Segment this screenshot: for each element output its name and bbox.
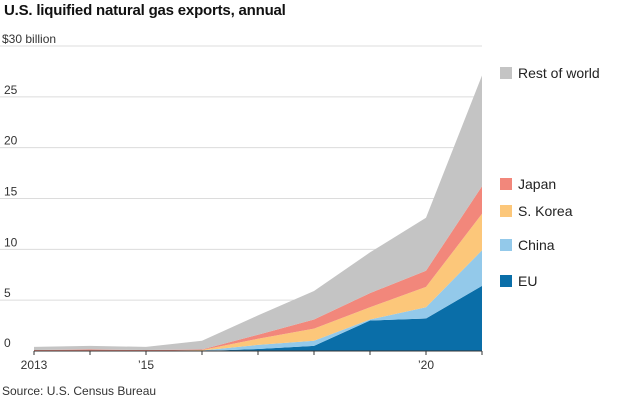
legend: Rest of world Japan S. Korea China EU xyxy=(500,65,600,289)
chart-title: U.S. liquified natural gas exports, annu… xyxy=(4,2,286,19)
y-tick-label-0: 0 xyxy=(4,336,11,350)
legend-swatch-s-korea xyxy=(500,205,512,217)
legend-label-japan: Japan xyxy=(518,176,556,192)
x-tick-label-2020: ’20 xyxy=(418,358,434,372)
y-tick-labels: 0 5 10 15 20 25 $30 billion xyxy=(2,32,56,350)
legend-swatch-japan xyxy=(500,178,512,190)
stacked-areas xyxy=(34,75,482,351)
x-tick-label-2015: ’15 xyxy=(138,358,154,372)
legend-swatch-rest-of-world xyxy=(500,67,512,79)
x-tick-labels: 2013 ’15 ’20 xyxy=(21,358,435,372)
legend-swatch-eu xyxy=(500,275,512,287)
y-tick-label-15: 15 xyxy=(4,185,18,199)
legend-label-eu: EU xyxy=(518,273,537,289)
y-tick-label-25: 25 xyxy=(4,83,18,97)
legend-swatch-china xyxy=(500,239,512,251)
y-tick-label-10: 10 xyxy=(4,235,18,249)
area-rest-of-world xyxy=(34,75,482,350)
legend-label-china: China xyxy=(518,237,555,253)
area-eu xyxy=(34,285,482,351)
y-tick-label-5: 5 xyxy=(4,286,11,300)
x-axis xyxy=(33,350,483,355)
y-tick-label-20: 20 xyxy=(4,134,18,148)
x-tick-label-2013: 2013 xyxy=(21,358,48,372)
legend-label-rest-of-world: Rest of world xyxy=(518,65,600,81)
y-tick-label-30: $30 billion xyxy=(2,32,56,46)
legend-label-s-korea: S. Korea xyxy=(518,203,573,219)
area-s-korea xyxy=(34,213,482,351)
source-note: Source: U.S. Census Bureau xyxy=(2,384,157,398)
